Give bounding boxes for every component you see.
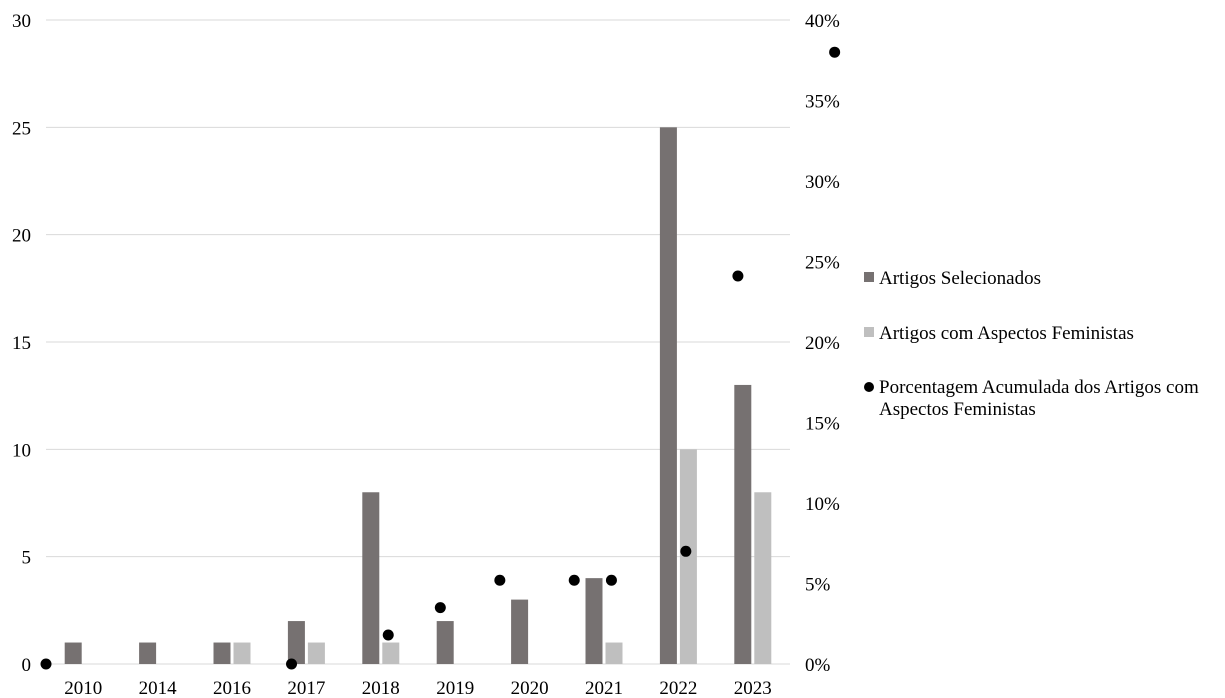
scatter-point (494, 574, 506, 586)
x-tick-label: 2019 (436, 678, 474, 698)
x-tick-label: 2017 (287, 678, 325, 698)
bar-selecionados-2017 (287, 621, 305, 664)
right-tick-label: 40% (805, 11, 840, 32)
right-tick-label: 30% (805, 172, 840, 193)
right-tick-label: 35% (805, 92, 840, 113)
right-axis-ticks: 0% 5% 10% 15% 20% 25% 30% 35% 40% (805, 11, 840, 676)
scatter-marks (40, 46, 841, 670)
left-tick-label: 0 (22, 655, 32, 676)
scatter-point (434, 602, 446, 614)
x-tick-label: 2023 (734, 678, 772, 698)
scatter-point (829, 46, 841, 58)
bar-selecionados-2021 (585, 578, 603, 664)
x-tick-label: 2018 (362, 678, 400, 698)
right-tick-label: 10% (805, 494, 840, 515)
bar-feministas-2022 (679, 449, 697, 664)
right-tick-label: 0% (805, 655, 831, 676)
legend-label-artigos-feministas: Artigos com Aspectos Feministas (879, 323, 1134, 344)
left-tick-label: 25 (12, 118, 31, 139)
scatter-point (382, 629, 394, 641)
legend-marker-porcentagem (864, 382, 874, 392)
bar-selecionados-2016 (213, 642, 231, 664)
bar-selecionados-2020 (511, 599, 529, 664)
scatter-point (605, 574, 617, 586)
right-tick-label: 5% (805, 575, 831, 596)
bar-feministas-2018 (382, 642, 400, 664)
x-tick-label: 2022 (659, 678, 697, 698)
left-tick-label: 20 (12, 226, 31, 247)
bar-selecionados-2014 (139, 642, 157, 664)
left-tick-label: 30 (12, 11, 31, 32)
right-tick-label: 25% (805, 253, 840, 274)
scatter-point (40, 658, 52, 670)
bar-selecionados-2010 (64, 642, 82, 664)
right-tick-label: 15% (805, 414, 840, 435)
scatter-point (568, 574, 580, 586)
bar-feministas-2023 (754, 492, 772, 664)
legend-swatch-artigos-feministas (864, 327, 874, 337)
left-tick-label: 10 (12, 440, 31, 461)
bar-selecionados-2023 (734, 384, 752, 664)
scatter-point (732, 270, 744, 282)
x-axis-ticks: 2010 2014 2016 2017 2018 2019 2020 2021 2022 2023 (64, 678, 772, 698)
bar-selecionados-2022 (659, 127, 677, 665)
bar-marks (64, 127, 772, 665)
scatter-point (680, 545, 692, 557)
x-tick-label: 2014 (139, 678, 178, 698)
legend-label-artigos-selecionados: Artigos Selecionados (879, 268, 1041, 289)
right-tick-label: 20% (805, 333, 840, 354)
left-tick-label: 5 (22, 548, 32, 569)
bar-selecionados-2019 (436, 621, 454, 664)
x-tick-label: 2016 (213, 678, 251, 698)
x-tick-label: 2021 (585, 678, 623, 698)
gridlines (46, 19, 790, 665)
bar-feministas-2016 (233, 642, 251, 664)
bar-feministas-2021 (605, 642, 623, 664)
left-tick-label: 15 (12, 333, 31, 354)
x-tick-label: 2020 (511, 678, 549, 698)
legend: Artigos Selecionados Artigos com Aspecto… (864, 268, 1199, 420)
x-tick-label: 2010 (64, 678, 102, 698)
legend-label-porcentagem-line2: Aspectos Feministas (879, 399, 1036, 420)
legend-label-porcentagem-line1: Porcentagem Acumulada dos Artigos com (879, 377, 1199, 398)
legend-swatch-artigos-selecionados (864, 272, 874, 282)
left-axis-ticks: 0 5 10 15 20 25 30 (12, 11, 31, 676)
bar-selecionados-2018 (362, 492, 380, 664)
scatter-point (286, 658, 298, 670)
bar-feministas-2017 (307, 642, 325, 664)
